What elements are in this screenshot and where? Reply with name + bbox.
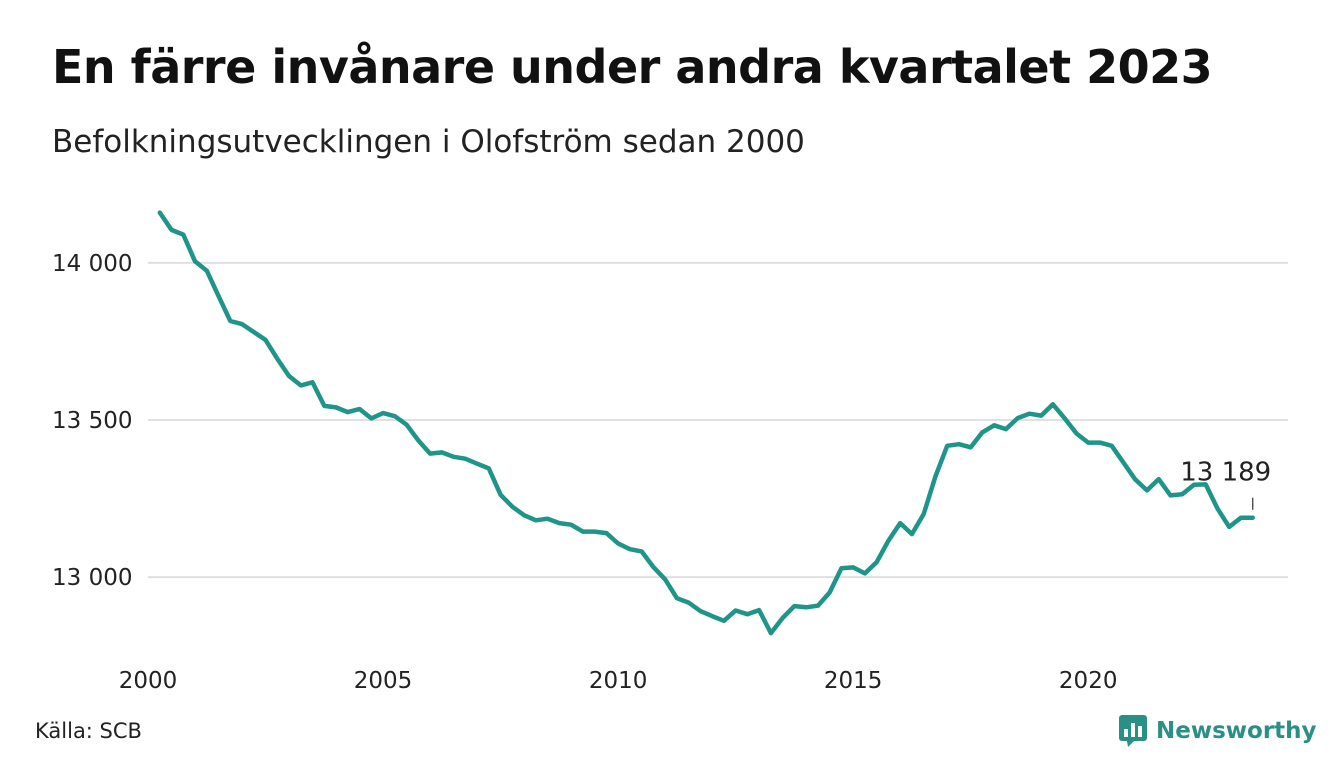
x-tick-label: 2005: [354, 668, 413, 694]
brand-logo: Newsworthy: [1118, 714, 1317, 748]
chart-subtitle: Befolkningsutvecklingen i Olofström seda…: [52, 124, 805, 160]
bar-chart-bubble-icon: [1119, 715, 1147, 747]
x-tick-label: 2015: [824, 668, 883, 694]
last-value-label: 13 189: [1180, 458, 1271, 488]
x-tick-label: 2010: [589, 668, 648, 694]
x-tick-label: 2000: [119, 668, 178, 694]
source-note: Källa: SCB: [35, 719, 142, 743]
gridlines: [148, 261, 1288, 579]
brand-name: Newsworthy: [1156, 718, 1317, 744]
y-tick-label: 14 000: [52, 251, 132, 277]
y-tick-label: 13 000: [52, 565, 132, 591]
series-line-population: [157, 210, 1255, 636]
x-axis-ticks: 2000 2005 2010 2015 2020: [119, 668, 1118, 694]
y-axis-ticks: 13 000 13 500 14 000: [52, 251, 132, 591]
x-tick-label: 2020: [1059, 668, 1118, 694]
chart-title: En färre invånare under andra kvartalet …: [52, 40, 1213, 94]
y-tick-label: 13 500: [52, 408, 132, 434]
